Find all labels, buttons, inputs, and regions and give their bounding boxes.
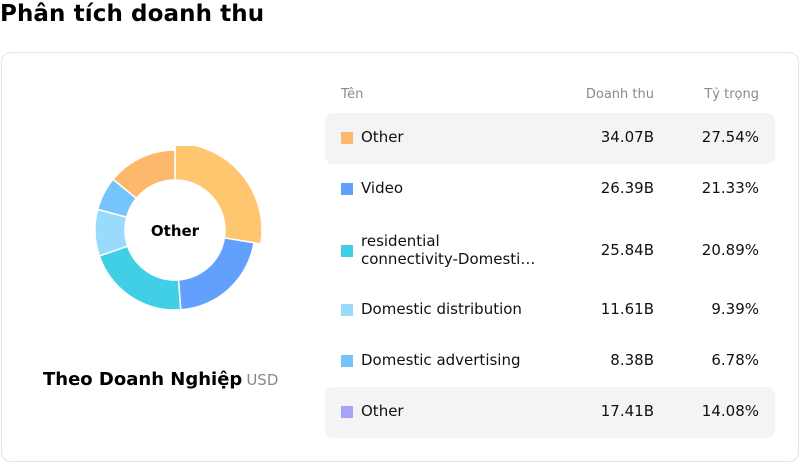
- row-name: Other: [361, 402, 404, 420]
- table-row[interactable]: Other 34.07B 27.54%: [325, 113, 775, 164]
- header-name[interactable]: Tên: [341, 87, 364, 102]
- donut-chart[interactable]: [94, 146, 264, 316]
- legend-swatch-icon: [341, 132, 353, 144]
- row-share: 14.08%: [701, 402, 759, 420]
- donut-caption-title: Theo Doanh Nghiệp: [43, 369, 243, 390]
- donut-center-label: Other: [150, 222, 200, 240]
- donut-slice[interactable]: [177, 237, 255, 311]
- table-header: Tên Doanh thu Tỷ trọng: [325, 84, 775, 106]
- row-revenue: 17.41B: [600, 402, 654, 420]
- row-share: 27.54%: [701, 128, 759, 146]
- table-row[interactable]: Video 26.39B 21.33%: [325, 164, 775, 215]
- legend-swatch-icon: [341, 355, 353, 367]
- revenue-table: Tên Doanh thu Tỷ trọng Other 34.07B 27.5…: [325, 84, 775, 438]
- row-revenue: 34.07B: [600, 128, 654, 146]
- row-name: Domestic distribution: [361, 300, 522, 318]
- row-share: 20.89%: [701, 241, 759, 259]
- table-row[interactable]: residential connectivity-Domesti… 25.84B …: [325, 215, 775, 285]
- row-name: Other: [361, 128, 404, 146]
- table-row[interactable]: Domestic distribution 11.61B 9.39%: [325, 285, 775, 336]
- page-title: Phân tích doanh thu: [0, 1, 265, 27]
- row-name: residential connectivity-Domesti…: [361, 232, 536, 268]
- donut-slice[interactable]: [174, 146, 263, 245]
- row-revenue: 26.39B: [600, 179, 654, 197]
- row-revenue: 8.38B: [610, 351, 654, 369]
- row-revenue: 25.84B: [600, 241, 654, 259]
- legend-swatch-icon: [341, 406, 353, 418]
- row-share: 21.33%: [701, 179, 759, 197]
- row-share: 6.78%: [711, 351, 759, 369]
- donut-slice[interactable]: [112, 149, 176, 200]
- legend-swatch-icon: [341, 304, 353, 316]
- header-revenue[interactable]: Doanh thu: [585, 87, 654, 102]
- row-share: 9.39%: [711, 300, 759, 318]
- table-row[interactable]: Other 17.41B 14.08%: [325, 387, 775, 438]
- row-revenue: 11.61B: [600, 300, 654, 318]
- donut-caption: Theo Doanh Nghiệp USD: [43, 369, 278, 390]
- header-share[interactable]: Tỷ trọng: [704, 87, 759, 102]
- currency-unit: USD: [246, 371, 279, 389]
- row-name: Domestic advertising: [361, 351, 521, 369]
- row-name: Video: [361, 179, 404, 197]
- donut-slice[interactable]: [98, 245, 182, 311]
- table-row[interactable]: Domestic advertising 8.38B 6.78%: [325, 336, 775, 387]
- legend-swatch-icon: [341, 245, 353, 257]
- legend-swatch-icon: [341, 183, 353, 195]
